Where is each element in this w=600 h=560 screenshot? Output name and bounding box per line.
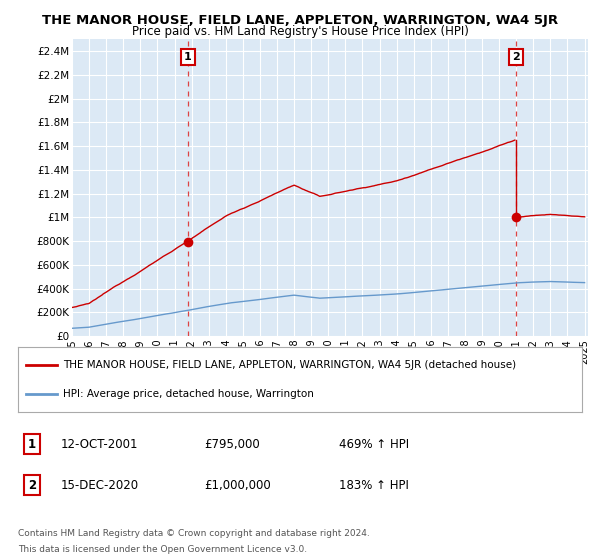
Text: 1: 1: [28, 438, 36, 451]
Text: 2: 2: [512, 52, 520, 62]
Text: Price paid vs. HM Land Registry's House Price Index (HPI): Price paid vs. HM Land Registry's House …: [131, 25, 469, 38]
Text: THE MANOR HOUSE, FIELD LANE, APPLETON, WARRINGTON, WA4 5JR: THE MANOR HOUSE, FIELD LANE, APPLETON, W…: [42, 14, 558, 27]
Text: 15-DEC-2020: 15-DEC-2020: [60, 479, 139, 492]
Text: THE MANOR HOUSE, FIELD LANE, APPLETON, WARRINGTON, WA4 5JR (detached house): THE MANOR HOUSE, FIELD LANE, APPLETON, W…: [63, 360, 516, 370]
Text: 1: 1: [184, 52, 192, 62]
Text: 469% ↑ HPI: 469% ↑ HPI: [340, 438, 410, 451]
Text: 183% ↑ HPI: 183% ↑ HPI: [340, 479, 409, 492]
Text: This data is licensed under the Open Government Licence v3.0.: This data is licensed under the Open Gov…: [18, 545, 307, 554]
Text: 12-OCT-2001: 12-OCT-2001: [60, 438, 138, 451]
Text: £795,000: £795,000: [204, 438, 260, 451]
Text: Contains HM Land Registry data © Crown copyright and database right 2024.: Contains HM Land Registry data © Crown c…: [18, 529, 370, 538]
Text: 2: 2: [28, 479, 36, 492]
Text: HPI: Average price, detached house, Warrington: HPI: Average price, detached house, Warr…: [63, 389, 314, 399]
Text: £1,000,000: £1,000,000: [204, 479, 271, 492]
